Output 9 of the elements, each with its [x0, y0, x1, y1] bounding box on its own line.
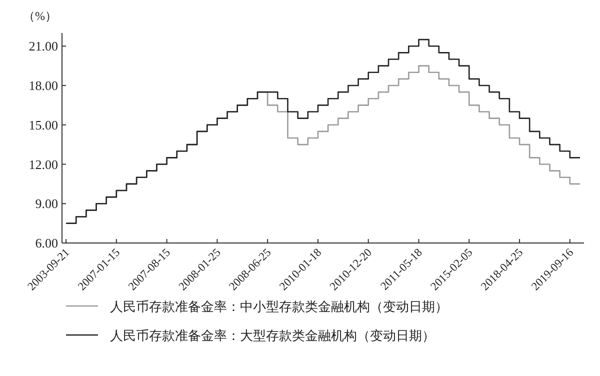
y-tick-label: 21.00 — [28, 38, 58, 54]
y-axis-title: （%） — [23, 9, 57, 23]
y-tick-label: 9.00 — [35, 196, 58, 212]
legend-label: 人民币存款准备金率：大型存款类金融机构（变动日期） — [110, 328, 435, 343]
y-tick-label: 18.00 — [28, 78, 58, 93]
y-tick-label: 6.00 — [35, 236, 58, 250]
y-tick-label: 15.00 — [28, 117, 58, 132]
legend-label: 人民币存款准备金率：中小型存款类金融机构（变动日期） — [110, 299, 448, 314]
y-tick-label: 12.00 — [28, 156, 58, 172]
